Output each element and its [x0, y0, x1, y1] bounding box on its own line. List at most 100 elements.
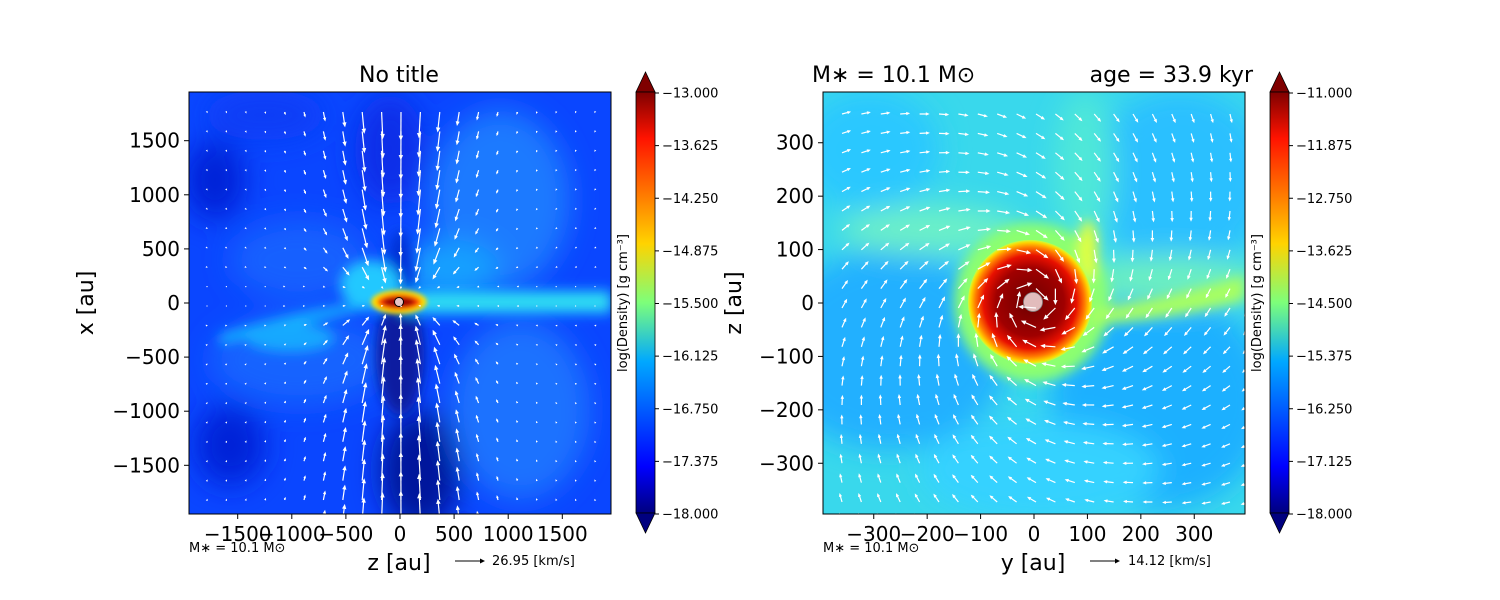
- velocity-arrow: [958, 244, 969, 251]
- velocity-arrow-head: [455, 121, 460, 127]
- velocity-arrow-head: [1004, 191, 1010, 196]
- velocity-arrow-head: [454, 353, 458, 359]
- velocity-arrow-head: [614, 402, 616, 404]
- velocity-arrow-head: [1006, 264, 1012, 269]
- velocity-arrow-head: [1063, 440, 1069, 444]
- colorbar-tick-label: −18.000: [1296, 508, 1352, 523]
- velocity-arrow-head: [952, 454, 957, 459]
- velocity-arrow: [342, 247, 348, 257]
- velocity-arrow-head: [414, 277, 420, 283]
- velocity-arrow-head: [594, 402, 597, 405]
- y-tick-label: 500: [142, 237, 180, 261]
- velocity-arrow: [417, 399, 421, 423]
- velocity-arrow-head: [574, 130, 577, 133]
- velocity-arrow-head: [1134, 118, 1139, 123]
- velocity-arrow: [958, 227, 969, 231]
- velocity-arrow-head: [244, 440, 247, 443]
- colorbar-tick-label: −16.750: [662, 402, 718, 417]
- velocity-arrow-head: [1123, 499, 1127, 504]
- velocity-arrow-head: [1060, 175, 1065, 181]
- velocity-arrow-head: [1007, 476, 1013, 481]
- y-tick-label: 0: [801, 291, 814, 315]
- velocity-arrow: [456, 111, 460, 124]
- velocity-arrow: [1071, 288, 1076, 301]
- velocity-arrow: [1016, 249, 1029, 254]
- velocity-arrow-head: [1003, 133, 1008, 138]
- velocity-arrow-head: [555, 363, 558, 366]
- velocity-arrow-head: [555, 479, 558, 482]
- velocity-arrow-head: [966, 207, 971, 212]
- velocity-arrow-head: [283, 400, 286, 404]
- velocity-arrow-head: [859, 414, 863, 419]
- velocity-arrow-head: [963, 278, 968, 283]
- velocity-arrow-head: [574, 382, 577, 385]
- velocity-arrow-head: [380, 395, 386, 401]
- velocity-arrow-head: [435, 184, 440, 191]
- velocity-arrow-head: [878, 394, 883, 399]
- velocity-arrow: [1093, 210, 1099, 221]
- velocity-arrow-head: [435, 165, 440, 172]
- colorbar1-label: log(Density) [g cm⁻³]: [616, 234, 631, 372]
- velocity-arrow-head: [225, 421, 228, 424]
- velocity-arrow-head: [1248, 139, 1251, 143]
- velocity-arrow: [1008, 336, 1018, 348]
- velocity-arrow-head: [883, 279, 888, 284]
- velocity-arrow-head: [905, 206, 911, 210]
- velocity-arrow-head: [1057, 278, 1062, 284]
- velocity-arrow-head: [516, 516, 518, 519]
- velocity-arrow: [225, 305, 227, 307]
- velocity-arrow-head: [283, 496, 286, 500]
- velocity-arrow-head: [594, 188, 597, 191]
- velocity-arrow-head: [535, 265, 539, 268]
- velocity-arrow-head: [418, 286, 421, 289]
- velocity-arrow-head: [324, 231, 328, 236]
- velocity-arrow: [1111, 269, 1115, 280]
- velocity-arrow: [1016, 268, 1030, 271]
- velocity-arrow-head: [898, 374, 902, 379]
- velocity-arrow-head: [971, 514, 975, 518]
- velocity-arrow-head: [284, 516, 286, 519]
- velocity-arrow-head: [1089, 297, 1094, 303]
- velocity-arrow-head: [1095, 238, 1099, 243]
- velocity-arrow-head: [1163, 350, 1168, 355]
- velocity-arrow-head: [244, 169, 247, 172]
- velocity-arrow-head: [496, 152, 499, 156]
- velocity-arrow-head: [1226, 274, 1230, 279]
- velocity-arrow-head: [1247, 197, 1250, 201]
- velocity-arrow-head: [839, 434, 844, 439]
- velocity-arrow: [575, 305, 577, 307]
- velocity-arrow-head: [1064, 314, 1070, 321]
- velocity-arrow-head: [496, 495, 499, 499]
- panel2-xlabel: y [au]: [1001, 551, 1066, 576]
- velocity-arrow-head: [1206, 274, 1210, 280]
- velocity-arrow-head: [885, 205, 891, 210]
- velocity-arrow-head: [1134, 138, 1138, 143]
- velocity-arrow-head: [516, 458, 519, 462]
- velocity-arrow-head: [495, 324, 499, 327]
- velocity-arrow-head: [1249, 119, 1252, 123]
- velocity-arrow: [245, 305, 247, 307]
- velocity-arrow-head: [594, 227, 597, 230]
- velocity-arrow-head: [244, 265, 247, 268]
- velocity-arrow-head: [1022, 134, 1027, 139]
- velocity-arrow: [342, 487, 346, 501]
- velocity-arrow-head: [536, 150, 538, 153]
- velocity-arrow-head: [1130, 257, 1135, 263]
- velocity-arrow-head: [1081, 384, 1086, 389]
- velocity-arrow-head: [1147, 295, 1151, 300]
- velocity-arrow: [1035, 249, 1047, 258]
- velocity-arrow-head: [205, 265, 208, 268]
- velocity-arrow-head: [417, 493, 422, 499]
- colorbar-tick-label: −13.625: [662, 139, 718, 154]
- velocity-arrow-head: [225, 363, 228, 366]
- velocity-arrow-head: [594, 324, 597, 327]
- velocity-arrow-head: [960, 295, 965, 301]
- velocity-arrow: [434, 349, 441, 365]
- velocity-arrow-head: [454, 390, 459, 396]
- velocity-arrow-head: [382, 338, 387, 344]
- velocity-arrow: [1103, 365, 1114, 371]
- velocity-arrow: [1045, 401, 1056, 406]
- velocity-arrow: [1093, 230, 1099, 241]
- colorbar-tick-label: −14.250: [662, 192, 718, 207]
- velocity-arrow-head: [1152, 198, 1156, 203]
